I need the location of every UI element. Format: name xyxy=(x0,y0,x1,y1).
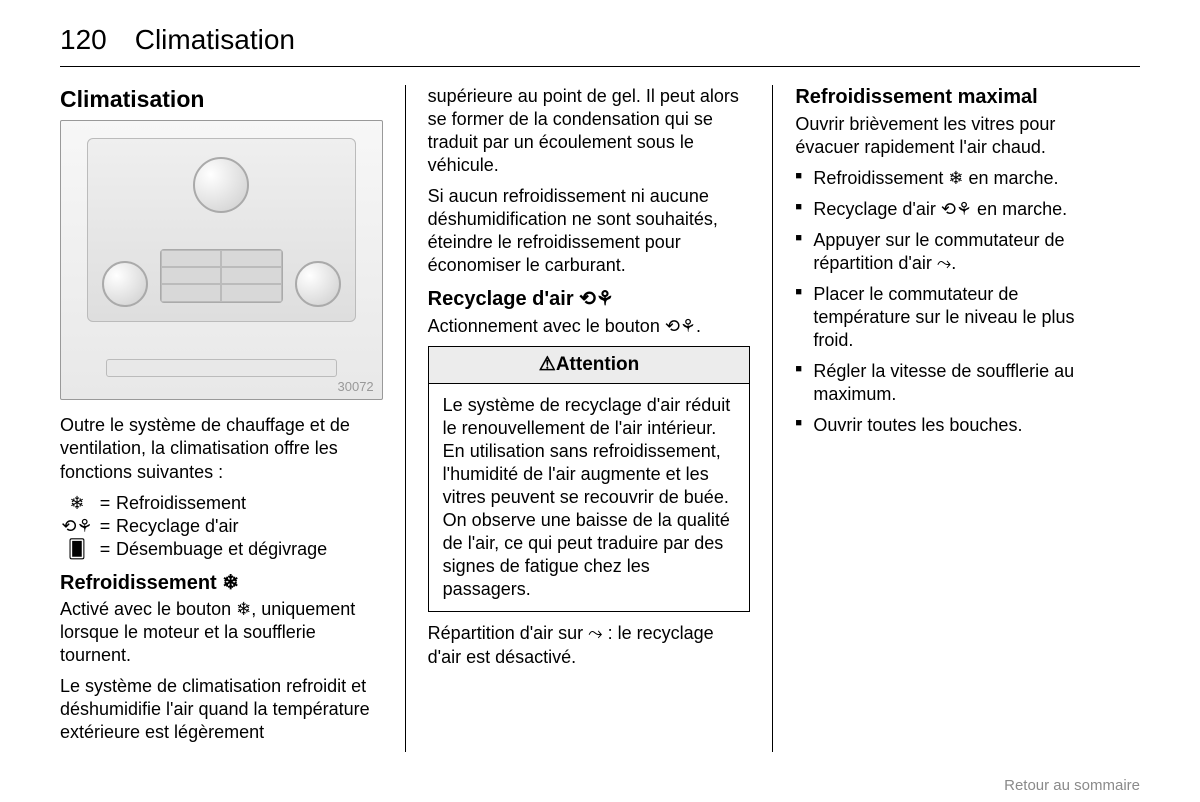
equals-sign: = xyxy=(94,492,116,515)
defrost-icon: 🂠 xyxy=(60,538,94,561)
function-label: Refroidissement xyxy=(116,492,246,515)
snowflake-icon: ❄ xyxy=(60,492,94,515)
page-title: Climatisation xyxy=(135,24,295,56)
subsection-heading-recirculation: Recyclage d'air ⟲⚘ xyxy=(428,287,751,313)
paragraph: Répartition d'air sur ⤳ : le recyclage d… xyxy=(428,622,751,668)
dashboard-top-knob-icon xyxy=(193,157,249,213)
column-right: Refroidissement maximal Ouvrir brièvemen… xyxy=(772,85,1140,752)
list-item: Refroidissement ❄ en marche. xyxy=(795,167,1118,190)
bullet-list: Refroidissement ❄ en marche. Recyclage d… xyxy=(795,167,1118,437)
section-heading-climatisation: Climatisation xyxy=(60,85,383,114)
paragraph: supérieure au point de gel. Il peut alor… xyxy=(428,85,751,177)
list-item: Appuyer sur le commutateur de répartitio… xyxy=(795,229,1118,275)
equals-sign: = xyxy=(94,515,116,538)
intro-paragraph: Outre le système de chauffage et de vent… xyxy=(60,414,383,483)
equals-sign: = xyxy=(94,538,116,561)
return-to-toc-link[interactable]: Retour au sommaire xyxy=(1004,777,1140,794)
dashboard-right-knob-icon xyxy=(295,261,341,307)
dashboard-button-grid-icon xyxy=(160,249,283,303)
table-row: 🂠 = Désembuage et dégivrage xyxy=(60,538,383,561)
paragraph: Activé avec le bouton ❄, uniquement lors… xyxy=(60,598,383,667)
column-middle: supérieure au point de gel. Il peut alor… xyxy=(405,85,773,752)
function-table: ❄ = Refroidissement ⟲⚘ = Recyclage d'air… xyxy=(60,492,383,561)
page-number: 120 xyxy=(60,24,107,56)
dashboard-figure: 30072 xyxy=(60,120,383,400)
subsection-heading-cooling: Refroidissement ❄ xyxy=(60,571,383,597)
table-row: ❄ = Refroidissement xyxy=(60,492,383,515)
recirculation-icon: ⟲⚘ xyxy=(60,515,94,538)
paragraph: Ouvrir brièvement les vitres pour évacue… xyxy=(795,113,1118,159)
attention-title: ⚠Attention xyxy=(429,347,750,384)
table-row: ⟲⚘ = Recyclage d'air xyxy=(60,515,383,538)
content-columns: Climatisation 30072 Outre le système de … xyxy=(60,85,1140,752)
dashboard-slot-icon xyxy=(106,359,337,377)
page-container: 120 Climatisation Climatisation 30072 Ou… xyxy=(0,0,1200,772)
figure-number: 30072 xyxy=(338,379,374,396)
dashboard-left-knob-icon xyxy=(102,261,148,307)
attention-body: Le système de recyclage d'air réduit le … xyxy=(429,384,750,611)
list-item: Placer le commutateur de température sur… xyxy=(795,283,1118,352)
attention-box: ⚠Attention Le système de recyclage d'air… xyxy=(428,346,751,613)
subsection-heading-max-cooling: Refroidissement maximal xyxy=(795,85,1118,111)
page-header: 120 Climatisation xyxy=(60,24,1140,67)
column-left: Climatisation 30072 Outre le système de … xyxy=(60,85,405,752)
function-label: Désembuage et dégivrage xyxy=(116,538,327,561)
list-item: Ouvrir toutes les bouches. xyxy=(795,414,1118,437)
paragraph: Le système de climatisation refroidit et… xyxy=(60,675,383,744)
paragraph: Actionnement avec le bouton ⟲⚘. xyxy=(428,315,751,338)
list-item: Régler la vitesse de soufflerie au maxim… xyxy=(795,360,1118,406)
paragraph: Si aucun refroidissement ni aucune déshu… xyxy=(428,185,751,277)
list-item: Recyclage d'air ⟲⚘ en marche. xyxy=(795,198,1118,221)
function-label: Recyclage d'air xyxy=(116,515,239,538)
dashboard-panel-illustration xyxy=(87,138,356,322)
